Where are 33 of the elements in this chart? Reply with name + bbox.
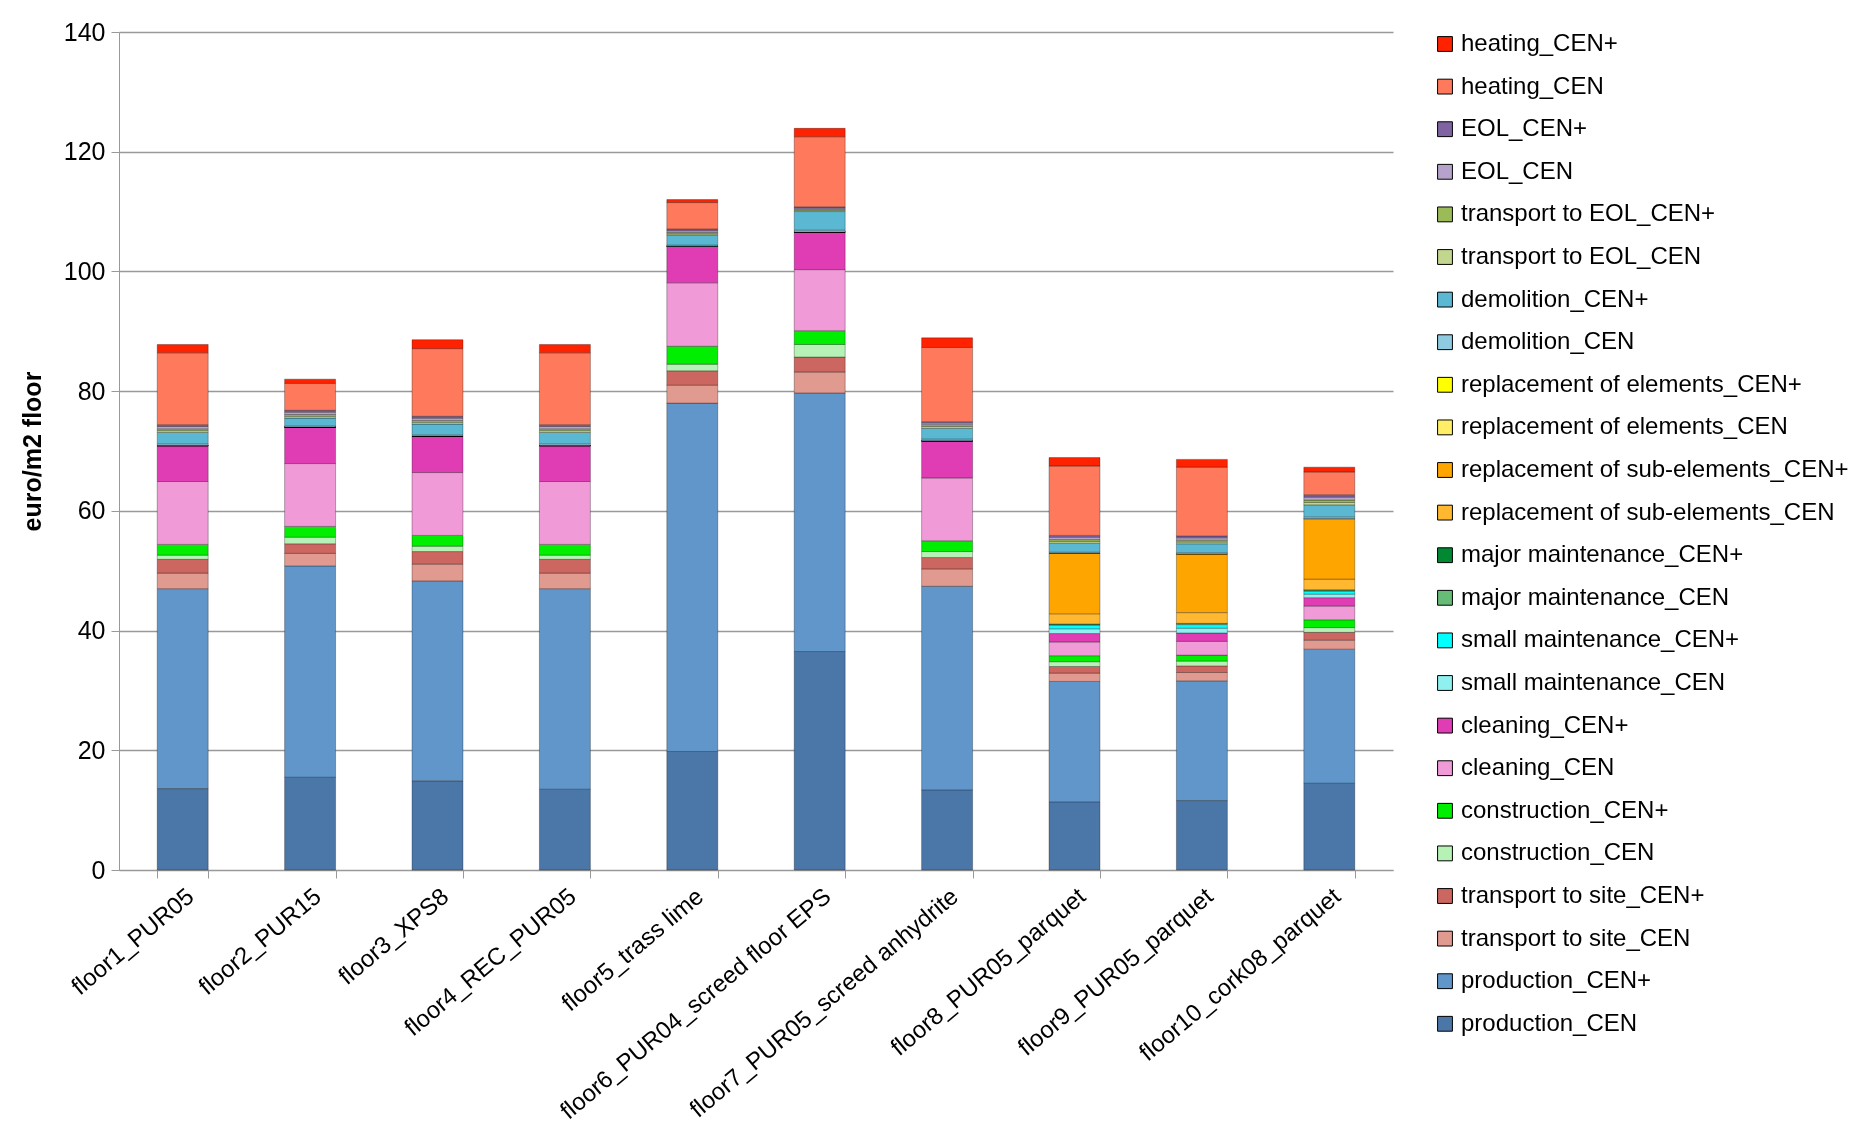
y-tick-label: 80 [77,376,106,405]
y-tick-label: 120 [63,137,106,166]
y-axis-title: euro/m2 floor [17,371,46,532]
legend-label: small maintenance_CEN+ [1461,625,1740,653]
legend-label: demolition_CEN+ [1461,284,1649,312]
y-tick-label: 140 [63,17,106,46]
legend-label: heating_CEN+ [1461,29,1618,56]
legend-label: transport to EOL_CEN [1461,242,1702,269]
legend-label: transport to site_CEN [1461,923,1691,951]
y-tick-label: 20 [77,735,106,764]
y-tick-label: 60 [77,496,106,525]
legend-label: major maintenance_CEN+ [1461,540,1744,568]
legend-label: replacement of sub-elements_CEN [1461,497,1835,525]
legend-label: construction_CEN+ [1461,795,1669,823]
legend-label: transport to site_CEN+ [1461,881,1705,908]
legend-label: construction_CEN [1461,838,1655,866]
legend-label: EOL_CEN+ [1461,114,1588,142]
y-tick-label: 100 [63,256,106,285]
legend-label: EOL_CEN [1461,156,1574,184]
legend-label: replacement of sub-elements_CEN+ [1461,455,1849,482]
y-tick-label: 40 [77,616,106,645]
legend-label: demolition_CEN [1461,327,1635,355]
legend-label: small maintenance_CEN [1461,668,1726,695]
legend-label: cleaning_CEN+ [1461,710,1629,738]
legend-label: production_CEN [1461,1008,1638,1036]
legend-label: replacement of elements_CEN [1461,412,1788,440]
legend-label: transport to EOL_CEN+ [1461,199,1716,227]
legend-label: heating_CEN [1461,71,1604,99]
legend-label: production_CEN+ [1461,966,1652,994]
legend-label: major maintenance_CEN [1461,582,1730,610]
legend-label: cleaning_CEN [1461,753,1615,781]
legend-label: replacement of elements_CEN+ [1461,369,1802,397]
y-tick-label: 0 [91,855,106,884]
